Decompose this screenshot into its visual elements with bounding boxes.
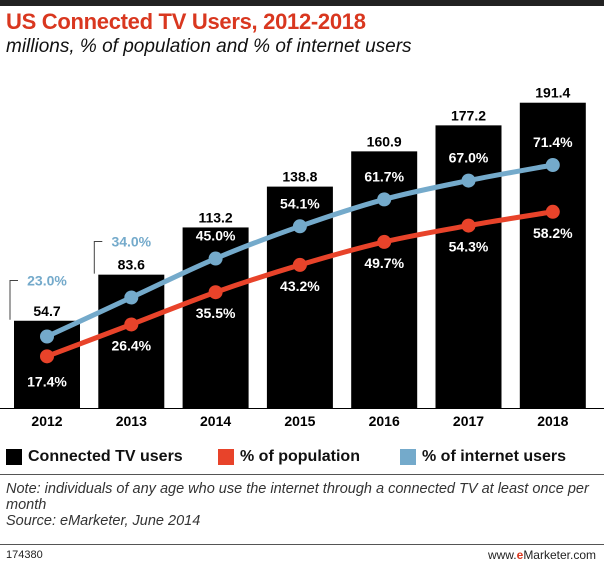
population-label-2012: 17.4% (27, 373, 67, 389)
brand-suffix: Marketer.com (523, 548, 596, 562)
legend-item-connected-tv-users: Connected TV users (6, 446, 183, 468)
x-tick-label-2017: 2017 (453, 413, 484, 429)
note-block: Note: individuals of any age who use the… (6, 481, 598, 529)
internet-point-2018 (545, 158, 560, 172)
bar-2016 (351, 151, 418, 408)
x-tick-label-2012: 2012 (31, 413, 62, 429)
source-text: Source: eMarketer, June 2014 (6, 513, 201, 529)
bar-value-label-2014: 113.2 (198, 209, 232, 225)
brand-prefix: www. (487, 548, 517, 562)
chart-id: 174380 (6, 549, 43, 561)
internet-point-2012 (40, 329, 54, 344)
bar-2017 (435, 125, 502, 408)
bar-value-label-2015: 138.8 (282, 169, 317, 185)
legend-swatch-pct-internet-users (400, 449, 416, 465)
bar-value-label-2016: 160.9 (367, 133, 402, 149)
internet-point-2014 (208, 251, 223, 266)
population-point-2014 (208, 285, 223, 300)
population-point-2016 (377, 234, 392, 249)
legend-item-pct-internet-users: % of internet users (400, 446, 566, 468)
x-tick-label-2018: 2018 (537, 413, 568, 429)
population-label-2013: 26.4% (111, 337, 151, 353)
divider-bottom (0, 544, 604, 545)
population-point-2013 (124, 317, 139, 332)
internet-label-2018: 71.4% (533, 134, 573, 150)
top-rule (0, 0, 604, 6)
bar-value-label-2017: 177.2 (451, 107, 486, 123)
population-label-2016: 49.7% (364, 255, 404, 271)
x-tick-label-2015: 2015 (284, 413, 315, 429)
legend-label-connected-tv-users: Connected TV users (28, 448, 183, 465)
x-tick-label-2013: 2013 (116, 413, 147, 429)
population-point-2015 (292, 257, 307, 272)
population-label-2015: 43.2% (280, 278, 320, 294)
population-label-2018: 58.2% (533, 225, 573, 241)
internet-label-leader-2013 (93, 241, 103, 274)
population-point-2018 (545, 204, 560, 219)
chart-title: US Connected TV Users, 2012-2018 (6, 9, 366, 34)
internet-point-2015 (292, 219, 307, 234)
legend-swatch-pct-population (218, 449, 234, 465)
x-tick-label-2014: 2014 (200, 413, 231, 429)
bar-value-label-2013: 83.6 (118, 257, 145, 273)
internet-label-2017: 67.0% (449, 150, 489, 166)
brand-link[interactable]: www.eMarketer.com (488, 548, 596, 562)
bar-2018 (519, 102, 586, 408)
internet-point-2016 (377, 192, 392, 207)
chart-subtitle: millions, % of population and % of inter… (6, 36, 412, 57)
population-point-2012 (40, 349, 54, 364)
bar-value-label-2018: 191.4 (535, 85, 570, 101)
internet-label-2014: 45.0% (196, 228, 236, 244)
bar-value-label-2012: 54.7 (33, 303, 60, 319)
brand-e: e (516, 548, 524, 562)
legend-label-pct-internet-users: % of internet users (422, 448, 567, 465)
divider-top (0, 474, 604, 475)
internet-point-2013 (124, 290, 139, 305)
legend: Connected TV users % of population % of … (0, 446, 604, 468)
chart-plot: 54.7 83.6 113.2 138.8 160.9 177.2 191.4 2012 201… (0, 85, 604, 429)
note-text: Note: individuals of any age who use the… (6, 481, 589, 513)
internet-point-2017 (461, 173, 476, 188)
population-point-2017 (461, 218, 476, 233)
internet-label-2015: 54.1% (280, 195, 320, 211)
population-label-2014: 35.5% (196, 305, 236, 321)
internet-label-2016: 61.7% (364, 168, 404, 184)
internet-label-leader-2012 (9, 280, 18, 320)
internet-label-2013: 34.0% (111, 234, 151, 250)
legend-item-pct-population: % of population (218, 446, 360, 468)
population-label-2017: 54.3% (449, 239, 489, 255)
legend-label-pct-population: % of population (240, 448, 360, 465)
x-tick-label-2016: 2016 (369, 413, 400, 429)
internet-label-2012: 23.0% (27, 273, 67, 289)
legend-swatch-connected-tv-users (6, 449, 22, 465)
